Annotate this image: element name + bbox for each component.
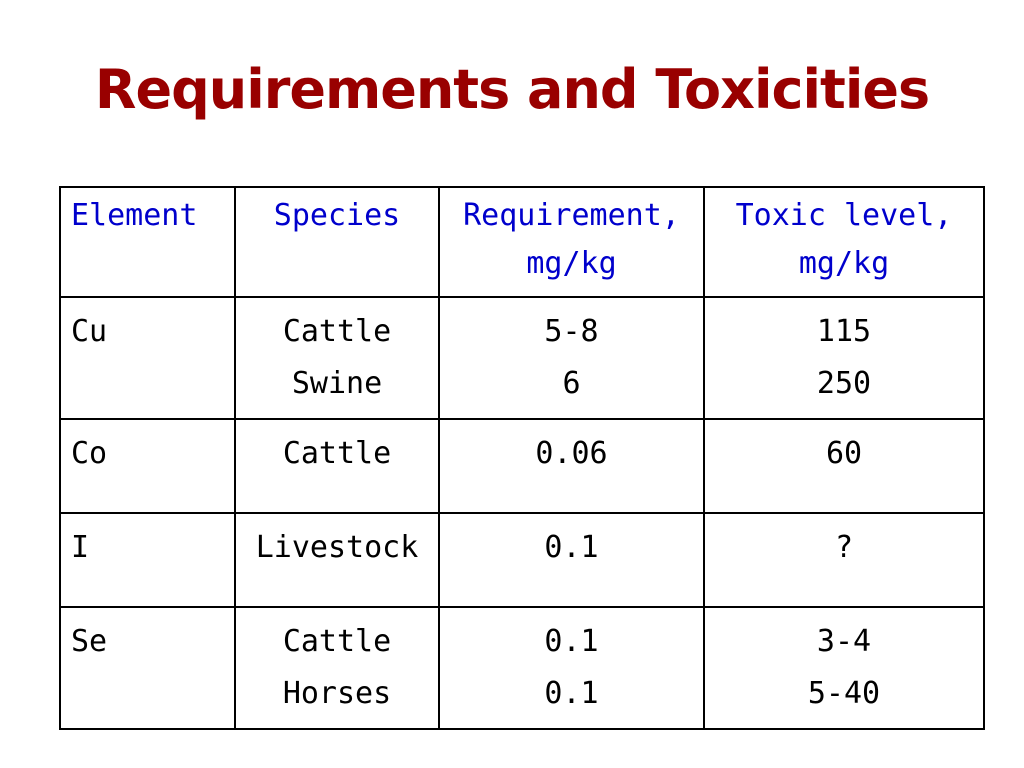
cell-element: Se	[59, 606, 236, 730]
cell-toxic-level: 3-4 5-40	[703, 606, 985, 730]
toxic-value: ?	[834, 530, 854, 565]
table-row: I Livestock 0.1 ?	[59, 512, 985, 608]
cell-toxic-level: 60	[703, 418, 985, 514]
cell-species: Cattle Swine	[234, 296, 440, 420]
requirement-value: 6	[562, 366, 581, 401]
requirement-value: 5-8	[544, 314, 599, 349]
species-value: Livestock	[255, 530, 419, 565]
cell-toxic-level: 115 250	[703, 296, 985, 420]
cell-requirement: 5-8 6	[438, 296, 705, 420]
requirement-value: 0.1	[544, 530, 599, 565]
cell-species: Livestock	[234, 512, 440, 608]
cell-species: Cattle Horses	[234, 606, 440, 730]
requirement-value: 0.1	[544, 676, 599, 711]
toxic-value: 60	[825, 436, 863, 471]
requirement-value: 0.1	[544, 624, 599, 659]
cell-element: Co	[59, 418, 236, 514]
cell-requirement: 0.1	[438, 512, 705, 608]
header-requirement-line1: Requirement,	[463, 198, 680, 233]
cell-requirement: 0.06	[438, 418, 705, 514]
toxic-value: 3-4	[816, 624, 872, 659]
species-value: Cattle	[282, 436, 392, 471]
header-requirement: Requirement, mg/kg	[438, 186, 705, 298]
header-requirement-line2: mg/kg	[526, 246, 617, 281]
species-value: Horses	[282, 676, 392, 711]
cell-requirement: 0.1 0.1	[438, 606, 705, 730]
toxic-value: 250	[816, 366, 872, 401]
header-toxic-level: Toxic level, mg/kg	[703, 186, 985, 298]
slide-title: Requirements and Toxicities	[94, 58, 930, 121]
header-toxic-line1: Toxic level,	[735, 198, 953, 233]
toxic-value: 5-40	[807, 676, 881, 711]
header-species: Species	[234, 186, 440, 298]
species-value: Swine	[291, 366, 383, 401]
cell-element: Cu	[59, 296, 236, 420]
table-row: Se Cattle Horses 0.1 0.1 3-4 5-40	[59, 606, 985, 730]
header-toxic-line2: mg/kg	[798, 246, 890, 281]
cell-element: I	[59, 512, 236, 608]
header-element: Element	[59, 186, 236, 298]
species-value: Cattle	[282, 624, 392, 659]
requirements-table: Element Species Requirement, mg/kg Toxic…	[59, 186, 985, 730]
table-header-row: Element Species Requirement, mg/kg Toxic…	[59, 186, 985, 298]
cell-species: Cattle	[234, 418, 440, 514]
requirement-value: 0.06	[535, 436, 608, 471]
table-row: Co Cattle 0.06 60	[59, 418, 985, 514]
toxic-value: 115	[816, 314, 872, 349]
table-row: Cu Cattle Swine 5-8 6 115 250	[59, 296, 985, 420]
cell-toxic-level: ?	[703, 512, 985, 608]
species-value: Cattle	[282, 314, 392, 349]
